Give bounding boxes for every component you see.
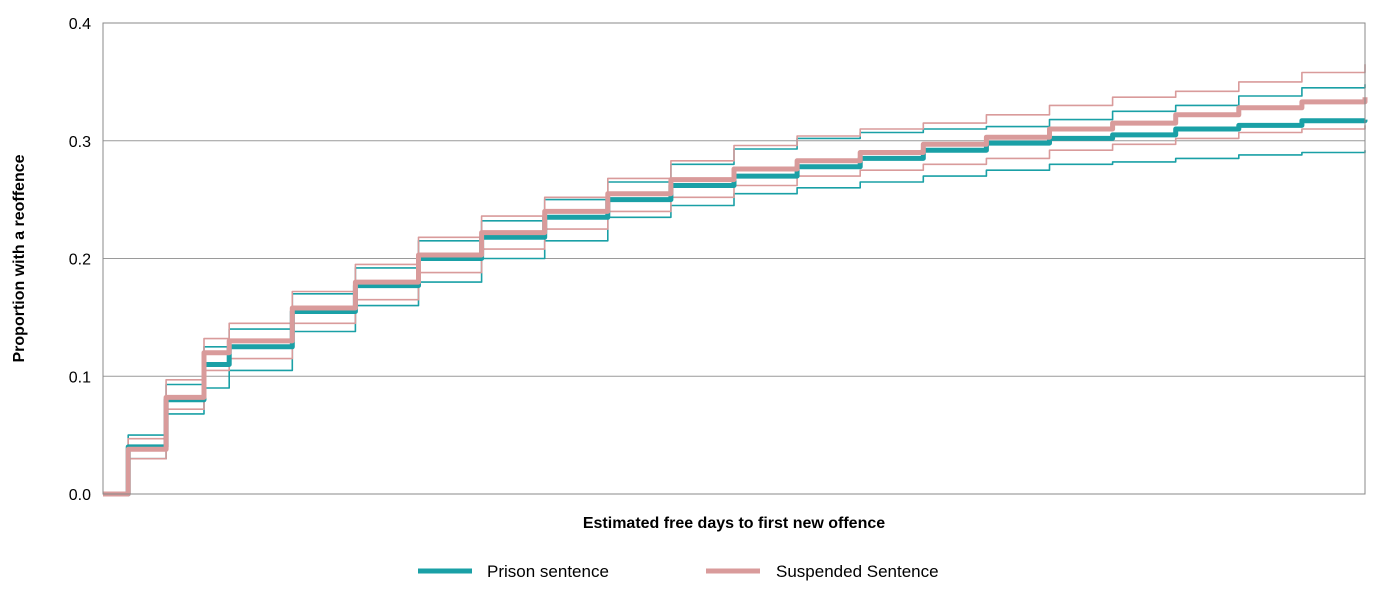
series-lines bbox=[103, 64, 1368, 497]
series-line-estimate bbox=[103, 97, 1368, 497]
y-axis-title: Proportion with a reoffence bbox=[11, 154, 28, 362]
y-tick-label: 0.1 bbox=[69, 369, 91, 386]
gridlines bbox=[103, 140, 1365, 377]
y-tick-label: 0.2 bbox=[69, 252, 91, 269]
legend-label: Suspended Sentence bbox=[776, 562, 939, 581]
y-tick-label: 0.4 bbox=[69, 16, 91, 33]
y-tick-label: 0.0 bbox=[69, 487, 91, 504]
y-tick-label: 0.3 bbox=[69, 134, 91, 151]
series-line-upper bbox=[103, 64, 1366, 495]
legend-label: Prison sentence bbox=[487, 562, 609, 581]
legend: Prison sentence Suspended Sentence bbox=[418, 562, 939, 581]
y-tick-labels: 0.0 0.1 0.2 0.3 0.4 bbox=[69, 16, 91, 504]
x-axis-title: Estimated free days to first new offence bbox=[583, 515, 885, 532]
plot-frame bbox=[102, 22, 1366, 495]
